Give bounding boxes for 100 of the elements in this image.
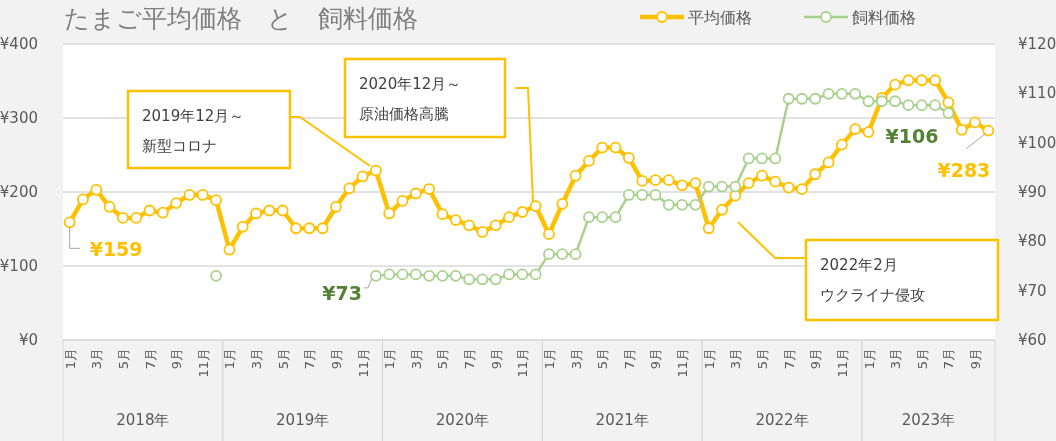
x-tick-label: 3月	[888, 348, 904, 370]
x-tick-label: 11月	[355, 348, 371, 378]
point	[676, 198, 689, 211]
x-tick-label: 11月	[195, 348, 211, 378]
annotation: 2019年12月～新型コロナ	[142, 107, 245, 155]
y2-tick-label: ¥80	[1018, 232, 1047, 251]
x-tick-label: 5月	[595, 348, 611, 370]
x-tick-label: 7月	[462, 348, 478, 370]
y-tick-label: ¥300	[0, 109, 38, 127]
point	[729, 180, 742, 193]
x-tick-label: 1月	[62, 348, 78, 370]
point	[609, 211, 622, 224]
text: 2018年	[116, 411, 170, 429]
x-tick-label: 5月	[275, 348, 291, 370]
x-tick-label: 3月	[89, 348, 105, 370]
point	[875, 95, 888, 108]
x-tick-label: 1月	[382, 348, 398, 370]
point	[396, 268, 409, 281]
point	[649, 189, 662, 201]
point	[423, 269, 436, 282]
point	[583, 211, 595, 224]
x-tick-label: 9月	[968, 348, 984, 370]
y2-tick-label: ¥110	[1018, 84, 1056, 103]
point	[489, 273, 502, 286]
data-label: ¥106	[885, 125, 939, 148]
point	[689, 198, 702, 211]
x-tick-label: 3月	[408, 348, 424, 370]
point	[383, 268, 396, 281]
point	[796, 92, 808, 105]
x-tick-label: 3月	[568, 348, 584, 370]
y-tick-label: ¥100	[0, 257, 38, 275]
x-tick-label: 5月	[914, 348, 930, 370]
text: 2022年	[755, 411, 809, 429]
x-tick-label: 3月	[249, 348, 265, 370]
x-tick-label: 1月	[861, 348, 877, 370]
point	[556, 248, 569, 261]
point	[409, 268, 422, 281]
x-tick-label: 5月	[755, 348, 770, 370]
chart-title: たまご平均価格 と 飼料価格	[64, 4, 418, 33]
x-tick-label: 11月	[515, 348, 531, 378]
x-tick-label: 1月	[541, 348, 557, 370]
x-tick-label: 9月	[488, 348, 504, 370]
legend-label: 飼料価格	[852, 8, 916, 27]
point	[929, 99, 941, 112]
x-tick-label: 5月	[115, 348, 131, 370]
point	[862, 95, 875, 108]
x-tick-label: 9月	[648, 348, 664, 370]
text: 2019年	[276, 411, 330, 429]
x-tick-label: 9月	[169, 348, 185, 370]
point	[742, 152, 755, 165]
point	[369, 269, 382, 282]
point	[782, 92, 795, 105]
x-tick-label: 7月	[941, 348, 957, 370]
legend-label: 平均価格	[688, 8, 752, 27]
point	[849, 87, 862, 100]
data-label: ¥159	[89, 238, 143, 261]
point	[702, 180, 715, 193]
text: 2020年	[435, 411, 490, 429]
point	[769, 152, 782, 165]
point	[622, 189, 635, 201]
annotation: 2020年12月～原油価格高騰	[359, 75, 462, 123]
annotation: 2022年2月ウクライナ侵攻	[820, 256, 925, 304]
y2-tick-label: ¥60	[1018, 331, 1047, 349]
point	[662, 198, 675, 211]
point	[596, 211, 609, 224]
y-tick-label: ¥0	[18, 331, 38, 349]
point	[543, 248, 555, 261]
point	[476, 273, 489, 286]
point	[210, 269, 223, 282]
y2-tick-label: ¥100	[1018, 133, 1056, 152]
x-tick-label: 11月	[675, 348, 691, 378]
x-tick-label: 9月	[808, 348, 824, 370]
point	[942, 107, 955, 119]
y2-tick-label: ¥90	[1018, 183, 1047, 201]
y-tick-label: ¥200	[0, 183, 38, 201]
x-tick-label: 5月	[435, 348, 451, 370]
data-label: ¥283	[937, 158, 991, 181]
point	[529, 268, 542, 281]
x-tick-label: 1月	[222, 348, 238, 370]
point	[516, 268, 529, 281]
y2-tick-label: ¥70	[1018, 281, 1047, 300]
text: 2021年	[595, 411, 649, 429]
point	[569, 248, 582, 261]
point	[449, 269, 462, 282]
y-tick-label: ¥400	[0, 35, 38, 53]
point	[756, 152, 768, 165]
y2-tick-label: ¥120	[1018, 35, 1056, 53]
x-tick-label: 3月	[728, 348, 744, 370]
x-tick-label: 7月	[142, 348, 158, 370]
point	[822, 87, 835, 100]
point	[436, 269, 449, 282]
text: 2023年	[901, 411, 956, 429]
point	[503, 268, 515, 281]
point	[463, 273, 475, 286]
point	[915, 99, 928, 112]
point	[889, 95, 902, 108]
point	[636, 189, 649, 201]
x-tick-label: 9月	[328, 348, 344, 370]
x-tick-label: 11月	[834, 348, 850, 378]
data-label: ¥73	[322, 281, 362, 304]
